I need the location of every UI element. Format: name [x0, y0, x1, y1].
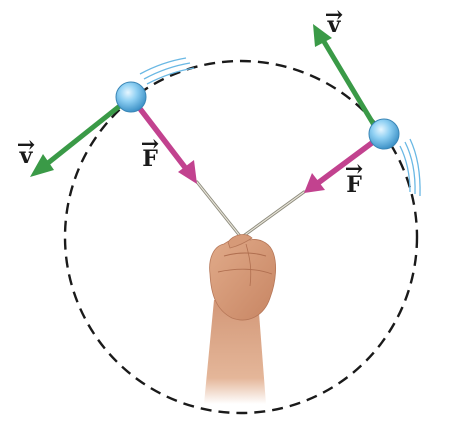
label-force-right: → F [345, 156, 363, 198]
label-force-left: → F [141, 131, 159, 172]
svg-text:v: v [19, 143, 34, 169]
svg-text:v: v [327, 12, 342, 38]
hand-holding-strings-icon [204, 234, 276, 404]
ball-icon [115, 81, 147, 113]
label-velocity-left: → v [17, 132, 35, 169]
svg-text:F: F [142, 146, 158, 172]
strings [195, 180, 306, 239]
label-velocity-top: → v [325, 2, 343, 38]
vector-accent: → [141, 131, 159, 157]
motion-lines-left [139, 57, 195, 85]
vector-accent: → [325, 2, 343, 28]
vector-accent: → [345, 156, 363, 182]
velocity-arrow-left [30, 95, 133, 177]
velocity-arrow-right [313, 24, 380, 132]
ball-icon [368, 118, 400, 150]
circular-path [63, 59, 419, 415]
vector-accent: → [17, 132, 35, 158]
motion-lines-right [399, 138, 421, 197]
svg-text:F: F [346, 172, 362, 198]
